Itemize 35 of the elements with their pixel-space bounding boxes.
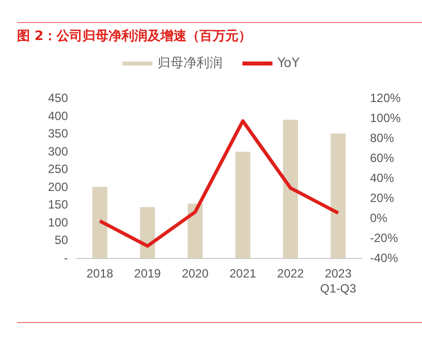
y-tick-label: 400 [48, 108, 68, 123]
y2-tick-label: 40% [370, 171, 394, 185]
y2-tick-label: -40% [370, 251, 398, 265]
bar [140, 207, 155, 258]
legend-label: YoY [276, 56, 300, 71]
y-tick-label: 50 [54, 233, 68, 248]
x-tick-label: 2019 [134, 266, 162, 280]
y-tick-label: 250 [48, 162, 68, 176]
bar [283, 120, 298, 258]
y-tick-label: 150 [48, 198, 68, 212]
y2-tick-label: 0% [370, 211, 388, 225]
y-tick-label: 450 [48, 91, 68, 105]
y2-tick-label: 60% [370, 151, 394, 165]
x-tick-label: 2021 [229, 266, 257, 280]
y-tick-label: 300 [48, 144, 68, 158]
y-tick-label: 350 [48, 126, 68, 141]
x-tick-label: 2023 Q1-Q3 [320, 266, 356, 296]
x-tick-label: 2018 [86, 266, 114, 280]
bar [92, 186, 108, 258]
chart-title: 图 2：公司归母净利润及增速（百万元） [17, 22, 422, 45]
y-tick-label: - [64, 251, 68, 265]
y-tick-label: 100 [48, 215, 68, 230]
bar [235, 152, 250, 258]
bar [330, 134, 346, 258]
x-tick-label: 2020 [182, 266, 209, 280]
y2-tick-label: -20% [370, 231, 398, 245]
y2-tick-label: 120% [370, 91, 402, 105]
y2-tick-label: 100% [370, 111, 402, 125]
bar [188, 204, 203, 258]
y2-tick-label: 20% [370, 191, 394, 205]
x-tick-label: 2022 [277, 266, 304, 280]
y2-tick-label: 80% [370, 131, 394, 145]
line-series [98, 119, 340, 248]
legend-label: 归母净利润 [157, 56, 222, 71]
y-tick-label: 200 [48, 180, 68, 194]
